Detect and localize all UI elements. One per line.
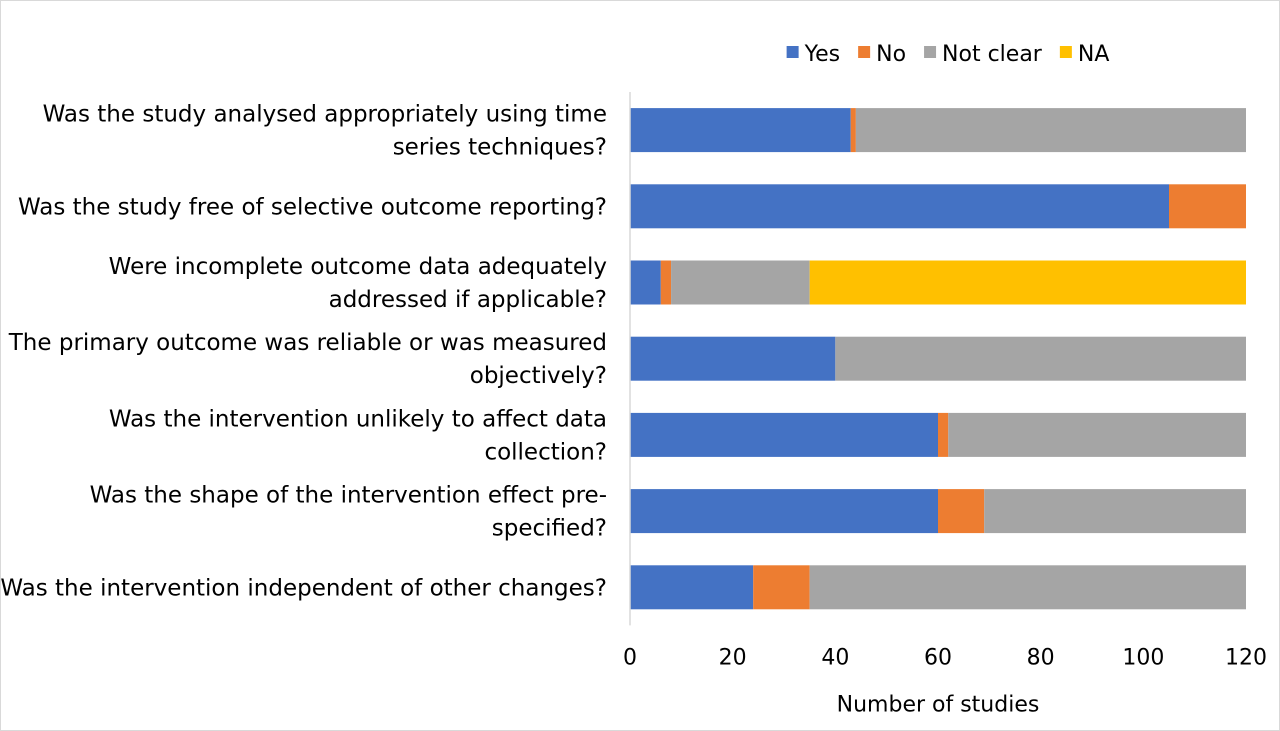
bar-yes-row-7 <box>630 565 754 610</box>
category-label-row-7: Was the intervention independent of othe… <box>1 575 607 601</box>
bar-not-clear-row-6 <box>984 489 1246 534</box>
bar-no-row-3 <box>660 260 672 305</box>
x-tick-label-20: 20 <box>719 645 747 670</box>
x-tick-label-100: 100 <box>1122 645 1164 670</box>
legend-swatch-yes <box>786 46 799 58</box>
bar-not-clear-row-4 <box>835 336 1246 381</box>
bar-not-clear-row-3 <box>671 260 810 305</box>
x-tick-label-60: 60 <box>924 645 952 670</box>
category-label-row-5-line-1: Was the intervention unlikely to affect … <box>109 406 607 432</box>
bar-na-row-3 <box>809 260 1246 305</box>
category-label-row-1-line-1: Was the study analysed appropriately usi… <box>43 102 607 128</box>
x-tick-label-40: 40 <box>821 645 849 670</box>
bar-no-row-2 <box>1169 184 1246 229</box>
bar-yes-row-4 <box>630 336 836 381</box>
category-label-row-5-line-2: collection? <box>484 439 607 465</box>
bar-not-clear-row-7 <box>809 565 1246 610</box>
legend-label-yes: Yes <box>804 42 841 67</box>
legend: Yes No Not clear NA <box>786 42 1110 67</box>
bar-no-row-5 <box>938 412 949 457</box>
category-label-row-3-line-2: addressed if applicable? <box>329 287 607 313</box>
legend-label-no: No <box>876 42 906 67</box>
bar-not-clear-row-1 <box>855 108 1246 153</box>
category-label-row-1-line-2: series techniques? <box>393 135 607 161</box>
bar-yes-row-3 <box>630 260 661 305</box>
x-axis: 0 20 40 60 80 100 120 <box>623 645 1267 670</box>
category-label-row-4-line-2: objectively? <box>470 363 607 389</box>
bar-no-row-7 <box>753 565 810 610</box>
x-tick-label-80: 80 <box>1027 645 1055 670</box>
legend-swatch-not-clear <box>924 46 937 58</box>
bars <box>630 108 1246 610</box>
bar-no-row-6 <box>938 489 985 534</box>
x-tick-label-120: 120 <box>1225 645 1267 670</box>
x-axis-title: Number of studies <box>837 692 1040 717</box>
bar-yes-row-5 <box>630 412 938 457</box>
y-axis: Was the study analysed appropriately usi… <box>1 92 631 626</box>
legend-label-not-clear: Not clear <box>942 42 1043 67</box>
category-label-row-6-line-2: specified? <box>492 516 607 542</box>
bar-yes-row-2 <box>630 184 1169 229</box>
bar-yes-row-1 <box>630 108 851 153</box>
bar-no-row-1 <box>850 108 856 153</box>
category-label-row-4-line-1: The primary outcome was reliable or was … <box>8 330 607 356</box>
x-tick-label-0: 0 <box>623 645 637 670</box>
legend-swatch-na <box>1059 46 1072 58</box>
legend-label-na: NA <box>1078 42 1110 67</box>
category-label-row-6-line-1: Was the shape of the intervention effect… <box>90 483 607 509</box>
category-label-row-3-line-1: Were incomplete outcome data adequately <box>109 254 607 280</box>
bar-not-clear-row-5 <box>948 412 1246 457</box>
legend-swatch-no <box>858 46 871 58</box>
bar-yes-row-6 <box>630 489 938 534</box>
category-label-row-2: Was the study free of selective outcome … <box>18 194 607 220</box>
